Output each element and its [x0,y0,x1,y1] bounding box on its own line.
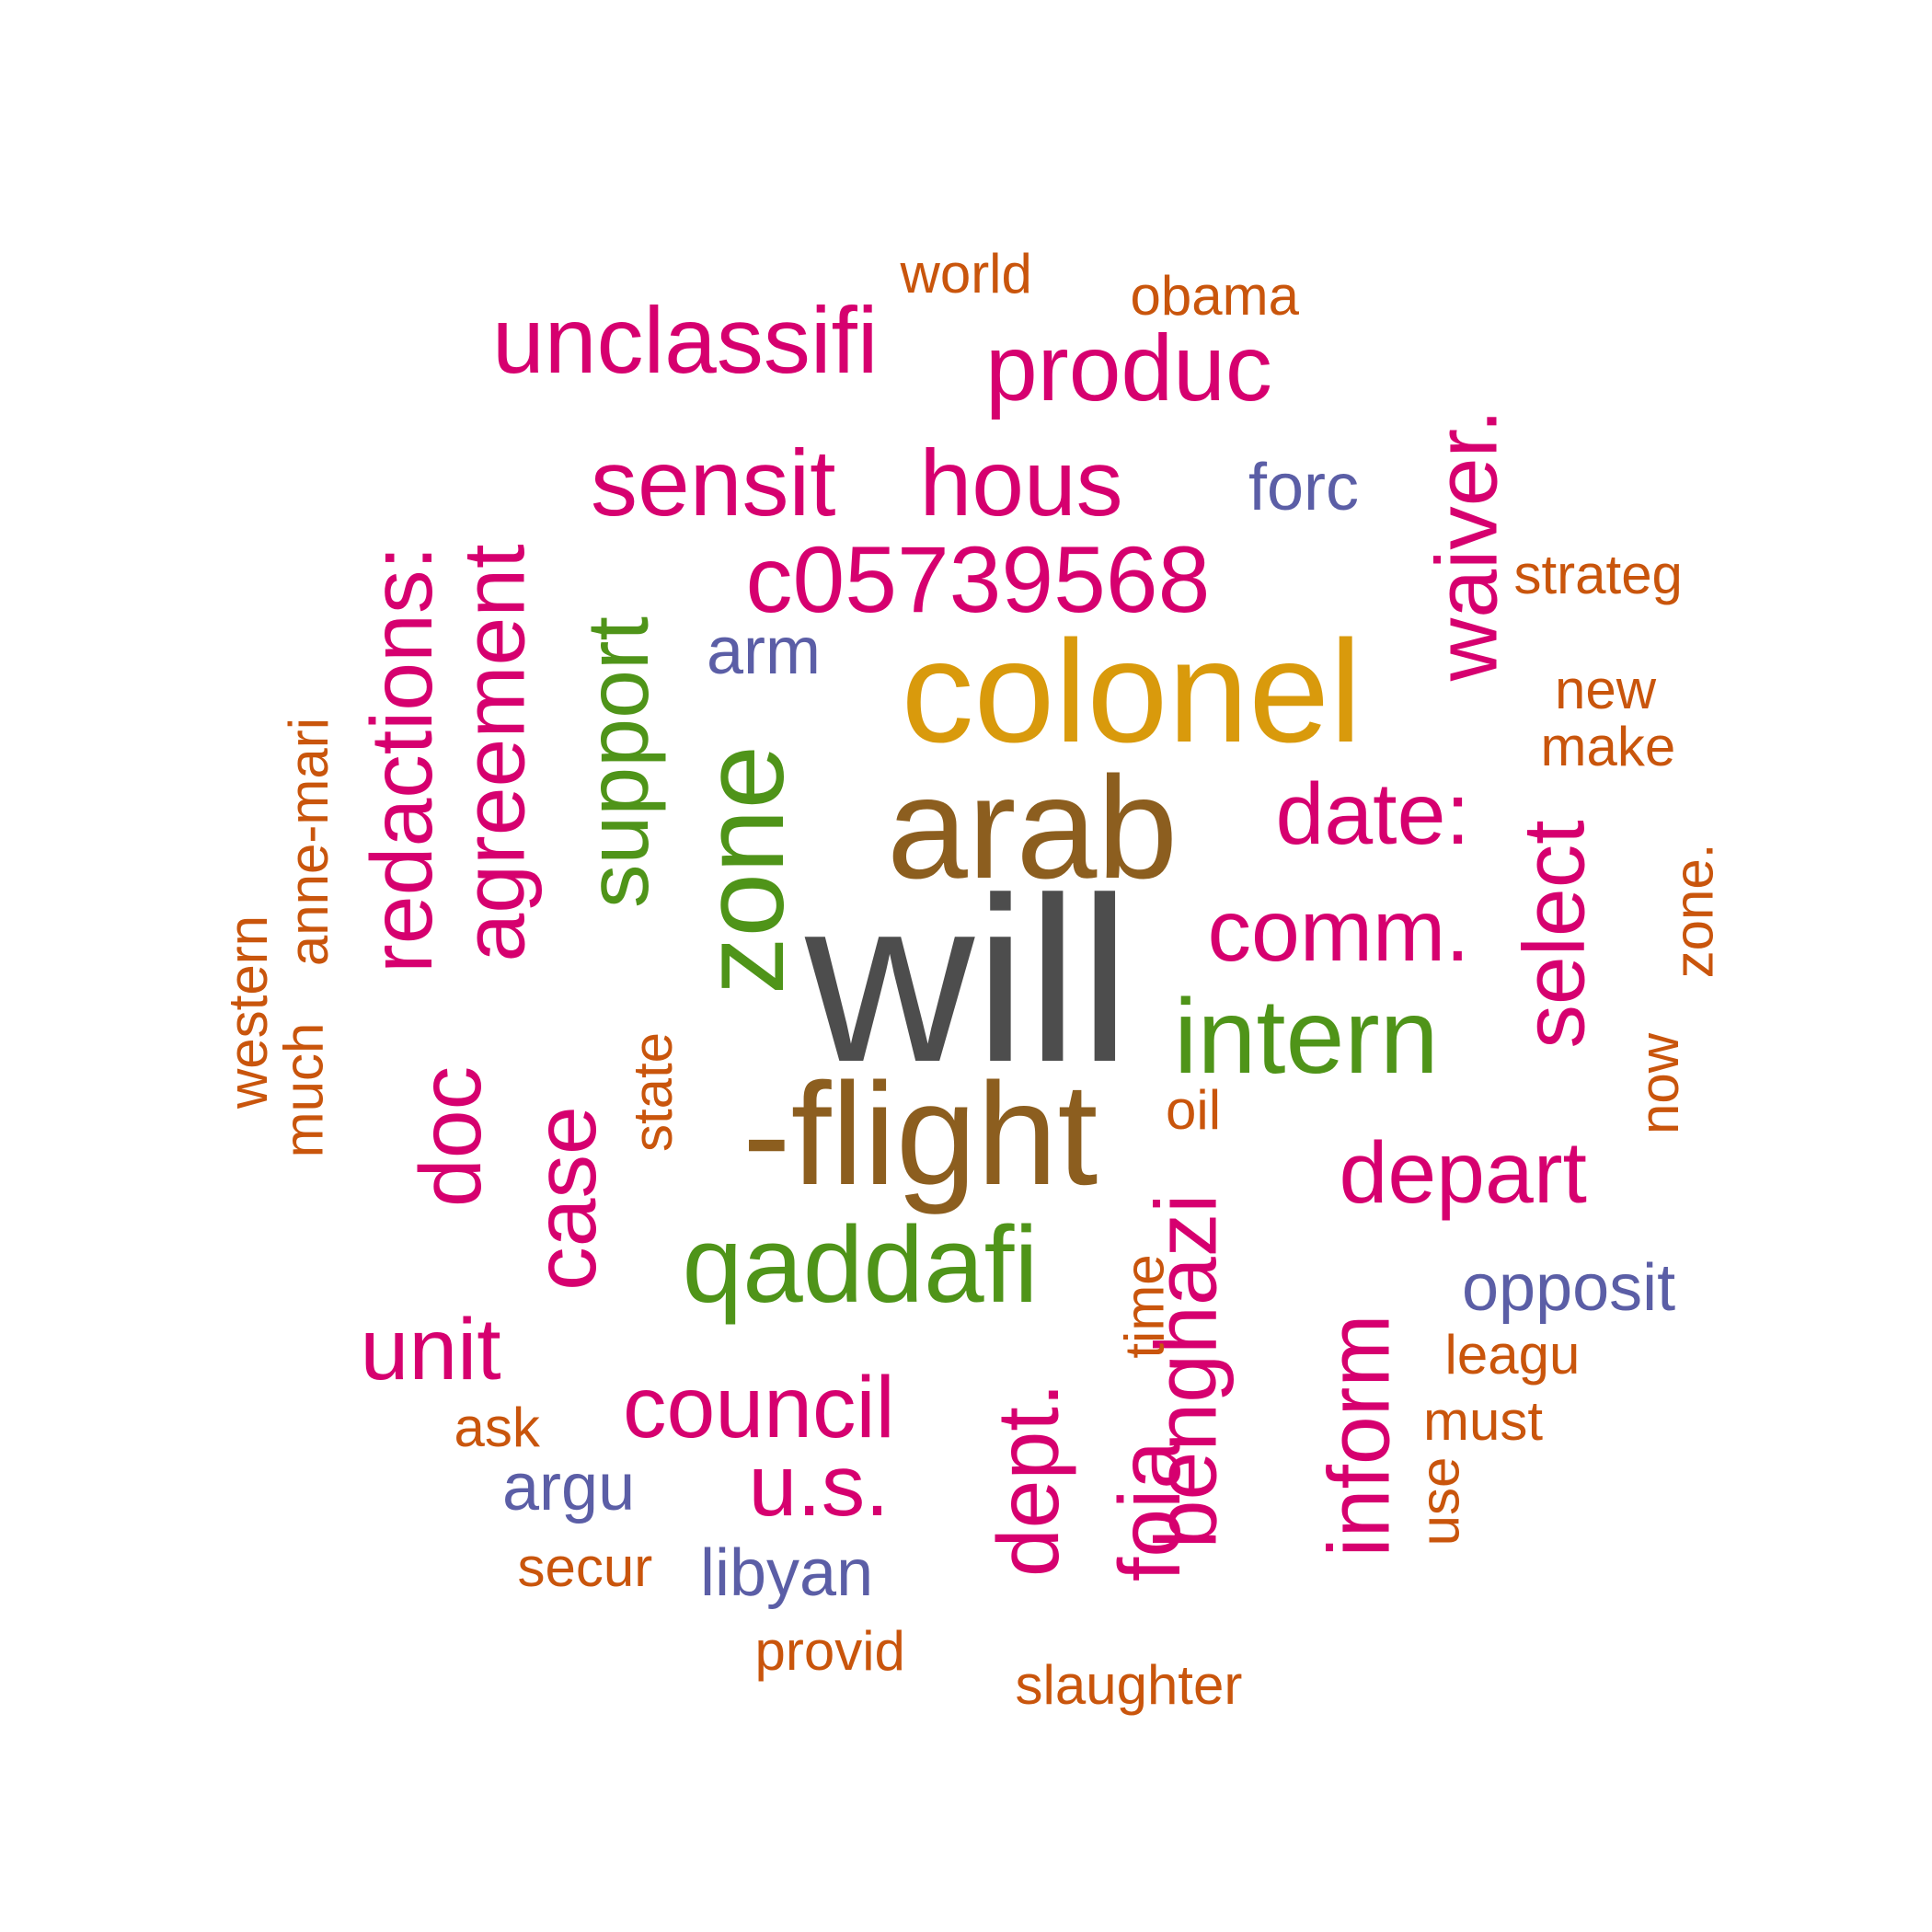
word-leagu: leagu [1444,1324,1581,1386]
word-ask: ask [454,1397,540,1458]
word-sensit: sensit [591,431,836,535]
word-world: world [900,243,1032,305]
word-unit: unit [360,1300,501,1398]
word-secur: secur [517,1536,653,1598]
word-intern: intern [1174,977,1439,1096]
word-dept: dept. [979,1382,1077,1577]
word-anne-mari: anne-mari [278,717,340,967]
word-depart: depart [1339,1123,1587,1222]
word-much: much [271,1022,334,1158]
word-must: must [1423,1390,1544,1452]
word-redactions: redactions: [352,545,451,973]
word-make: make [1540,716,1676,777]
word-forc: forc [1248,451,1360,524]
word-comm: comm. [1207,881,1470,980]
word-produc: produc [985,316,1272,420]
word-western: western [217,914,280,1110]
word-time: time [1113,1254,1176,1359]
word-state: state [622,1031,684,1153]
word-hous: hous [919,431,1123,535]
word-will: will [805,848,1132,1111]
word-arab: arab [887,747,1179,909]
word-flight: -flight [742,1053,1098,1215]
word-council: council [623,1358,895,1456]
word-slaughter: slaughter [1015,1654,1243,1716]
word-opposit: opposit [1462,1251,1676,1325]
word-waiver: waiver. [1418,408,1516,681]
word-doc: doc [401,1065,500,1207]
word-libyan: libyan [700,1536,874,1610]
word-support: support [569,615,667,908]
word-date: date: [1275,765,1470,863]
word-inform: inform [1310,1314,1409,1557]
word-u-s: u.s. [748,1436,890,1535]
word-zone: zone. [1662,843,1724,979]
word-obama: obama [1130,265,1299,327]
word-case: case [516,1105,615,1291]
word-unclassifi: unclassifi [492,288,879,393]
word-colonel: colonel [901,611,1363,773]
word-arm: arm [707,615,821,688]
word-agreement: agreement [445,543,544,962]
word-oil: oil [1166,1079,1222,1141]
word-select: select [1505,819,1604,1049]
word-zone: zone [679,744,808,995]
word-strateg: strateg [1513,544,1683,605]
word-new: new [1555,659,1657,720]
word-foia: foia [1100,1440,1199,1581]
word-now: now [1628,1032,1691,1135]
word-provid: provid [754,1620,905,1682]
word-c05739568: c05739568 [745,527,1211,632]
word-qaddafi: qaddafi [682,1204,1039,1326]
word-use: use [1408,1456,1470,1547]
word-argu: argu [502,1451,636,1524]
